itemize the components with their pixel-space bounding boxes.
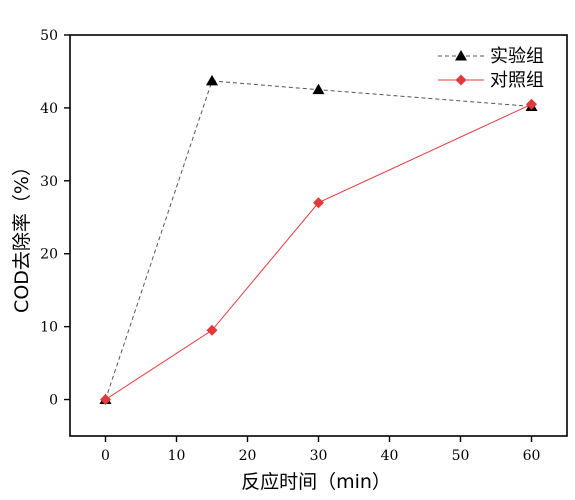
y-tick-label: 10 [40, 320, 58, 336]
x-tick-label: 50 [452, 448, 470, 464]
plot-frame [69, 34, 568, 437]
series-line-2 [105, 103, 532, 400]
y-axis-ticks: 0 10 20 30 40 50 [40, 28, 70, 409]
y-tick-label: 30 [40, 174, 58, 190]
x-tick-label: 10 [168, 448, 186, 464]
y-tick-label: 40 [40, 101, 58, 117]
series-point-1 [312, 83, 325, 95]
x-tick-label: 20 [239, 448, 257, 464]
x-axis-ticks: 0 10 20 30 40 50 60 [101, 436, 540, 464]
series-layer [99, 74, 538, 406]
series-point-2 [100, 394, 111, 406]
legend-marker [455, 50, 467, 61]
x-tick-label: 40 [381, 448, 399, 464]
x-axis-title: 反应时间（min） [241, 471, 391, 493]
legend-label: 对照组 [490, 70, 544, 91]
series-point-2 [206, 324, 218, 336]
series-point-1 [206, 74, 218, 86]
x-tick-label: 30 [310, 448, 328, 464]
y-tick-label: 50 [40, 28, 58, 44]
series-point-2 [313, 197, 324, 209]
x-tick-label: 0 [101, 448, 110, 464]
y-tick-label: 0 [49, 393, 58, 409]
legend-marker [455, 74, 467, 86]
x-tick-label: 60 [523, 448, 541, 464]
legend-label: 实验组 [490, 46, 544, 67]
y-tick-label: 20 [40, 247, 58, 263]
y-axis-title: COD去除率（%） [11, 157, 33, 313]
series-point-2 [526, 98, 537, 110]
series-line-1 [105, 80, 532, 400]
